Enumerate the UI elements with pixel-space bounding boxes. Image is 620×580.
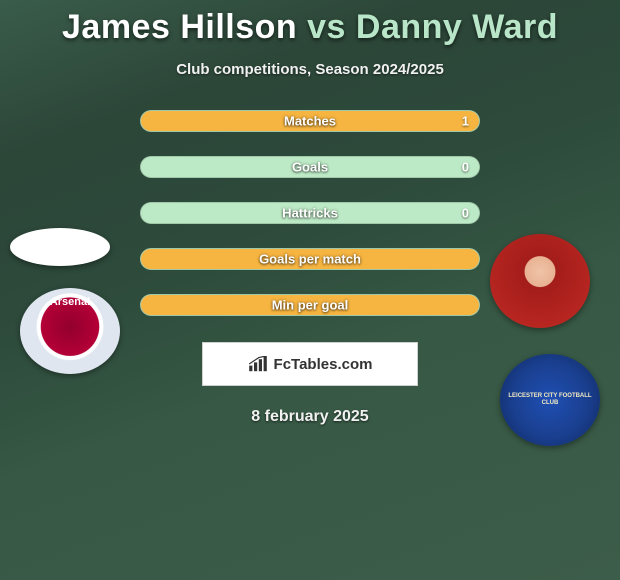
player2-photo bbox=[490, 234, 590, 328]
brand-chart-icon bbox=[248, 356, 268, 372]
stat-bars: Matches 1 Goals 0 Hattricks 0 Goals per match M… bbox=[140, 110, 480, 316]
player1-club-badge bbox=[20, 288, 120, 374]
stat-bar-label: Hattricks bbox=[282, 206, 338, 221]
stat-bar: Matches 1 bbox=[140, 110, 480, 132]
player2-name: Danny Ward bbox=[356, 8, 558, 46]
player1-name: James Hillson bbox=[62, 8, 297, 46]
brand-box[interactable]: FcTables.com bbox=[202, 342, 418, 386]
brand-text: FcTables.com bbox=[274, 356, 373, 373]
stat-bar-label: Matches bbox=[284, 114, 336, 129]
stat-bar: Min per goal bbox=[140, 294, 480, 316]
comparison-area: LEICESTER CITY FOOTBALL CLUB Matches1Goa… bbox=[0, 110, 620, 316]
stat-bar-value-right: 1 bbox=[462, 114, 469, 129]
player1-photo bbox=[10, 228, 110, 266]
stat-bar-value-right: 0 bbox=[462, 206, 469, 221]
page-title: James Hillson vs Danny Ward bbox=[0, 8, 620, 47]
stat-bar-value-right: 0 bbox=[462, 160, 469, 175]
stat-bar-label: Min per goal bbox=[272, 298, 349, 313]
stat-bar: Goals 0 bbox=[140, 156, 480, 178]
stat-bar: Hattricks 0 bbox=[140, 202, 480, 224]
stat-bar-label: Goals bbox=[292, 160, 328, 175]
stat-bar-label: Goals per match bbox=[259, 252, 361, 267]
stat-bar: Goals per match bbox=[140, 248, 480, 270]
player2-club-badge: LEICESTER CITY FOOTBALL CLUB bbox=[500, 354, 600, 446]
vs-text: vs bbox=[307, 8, 346, 46]
content-root: James Hillson vs Danny Ward Club competi… bbox=[0, 0, 620, 426]
subtitle: Club competitions, Season 2024/2025 bbox=[0, 61, 620, 78]
player2-club-text: LEICESTER CITY FOOTBALL CLUB bbox=[500, 393, 600, 407]
